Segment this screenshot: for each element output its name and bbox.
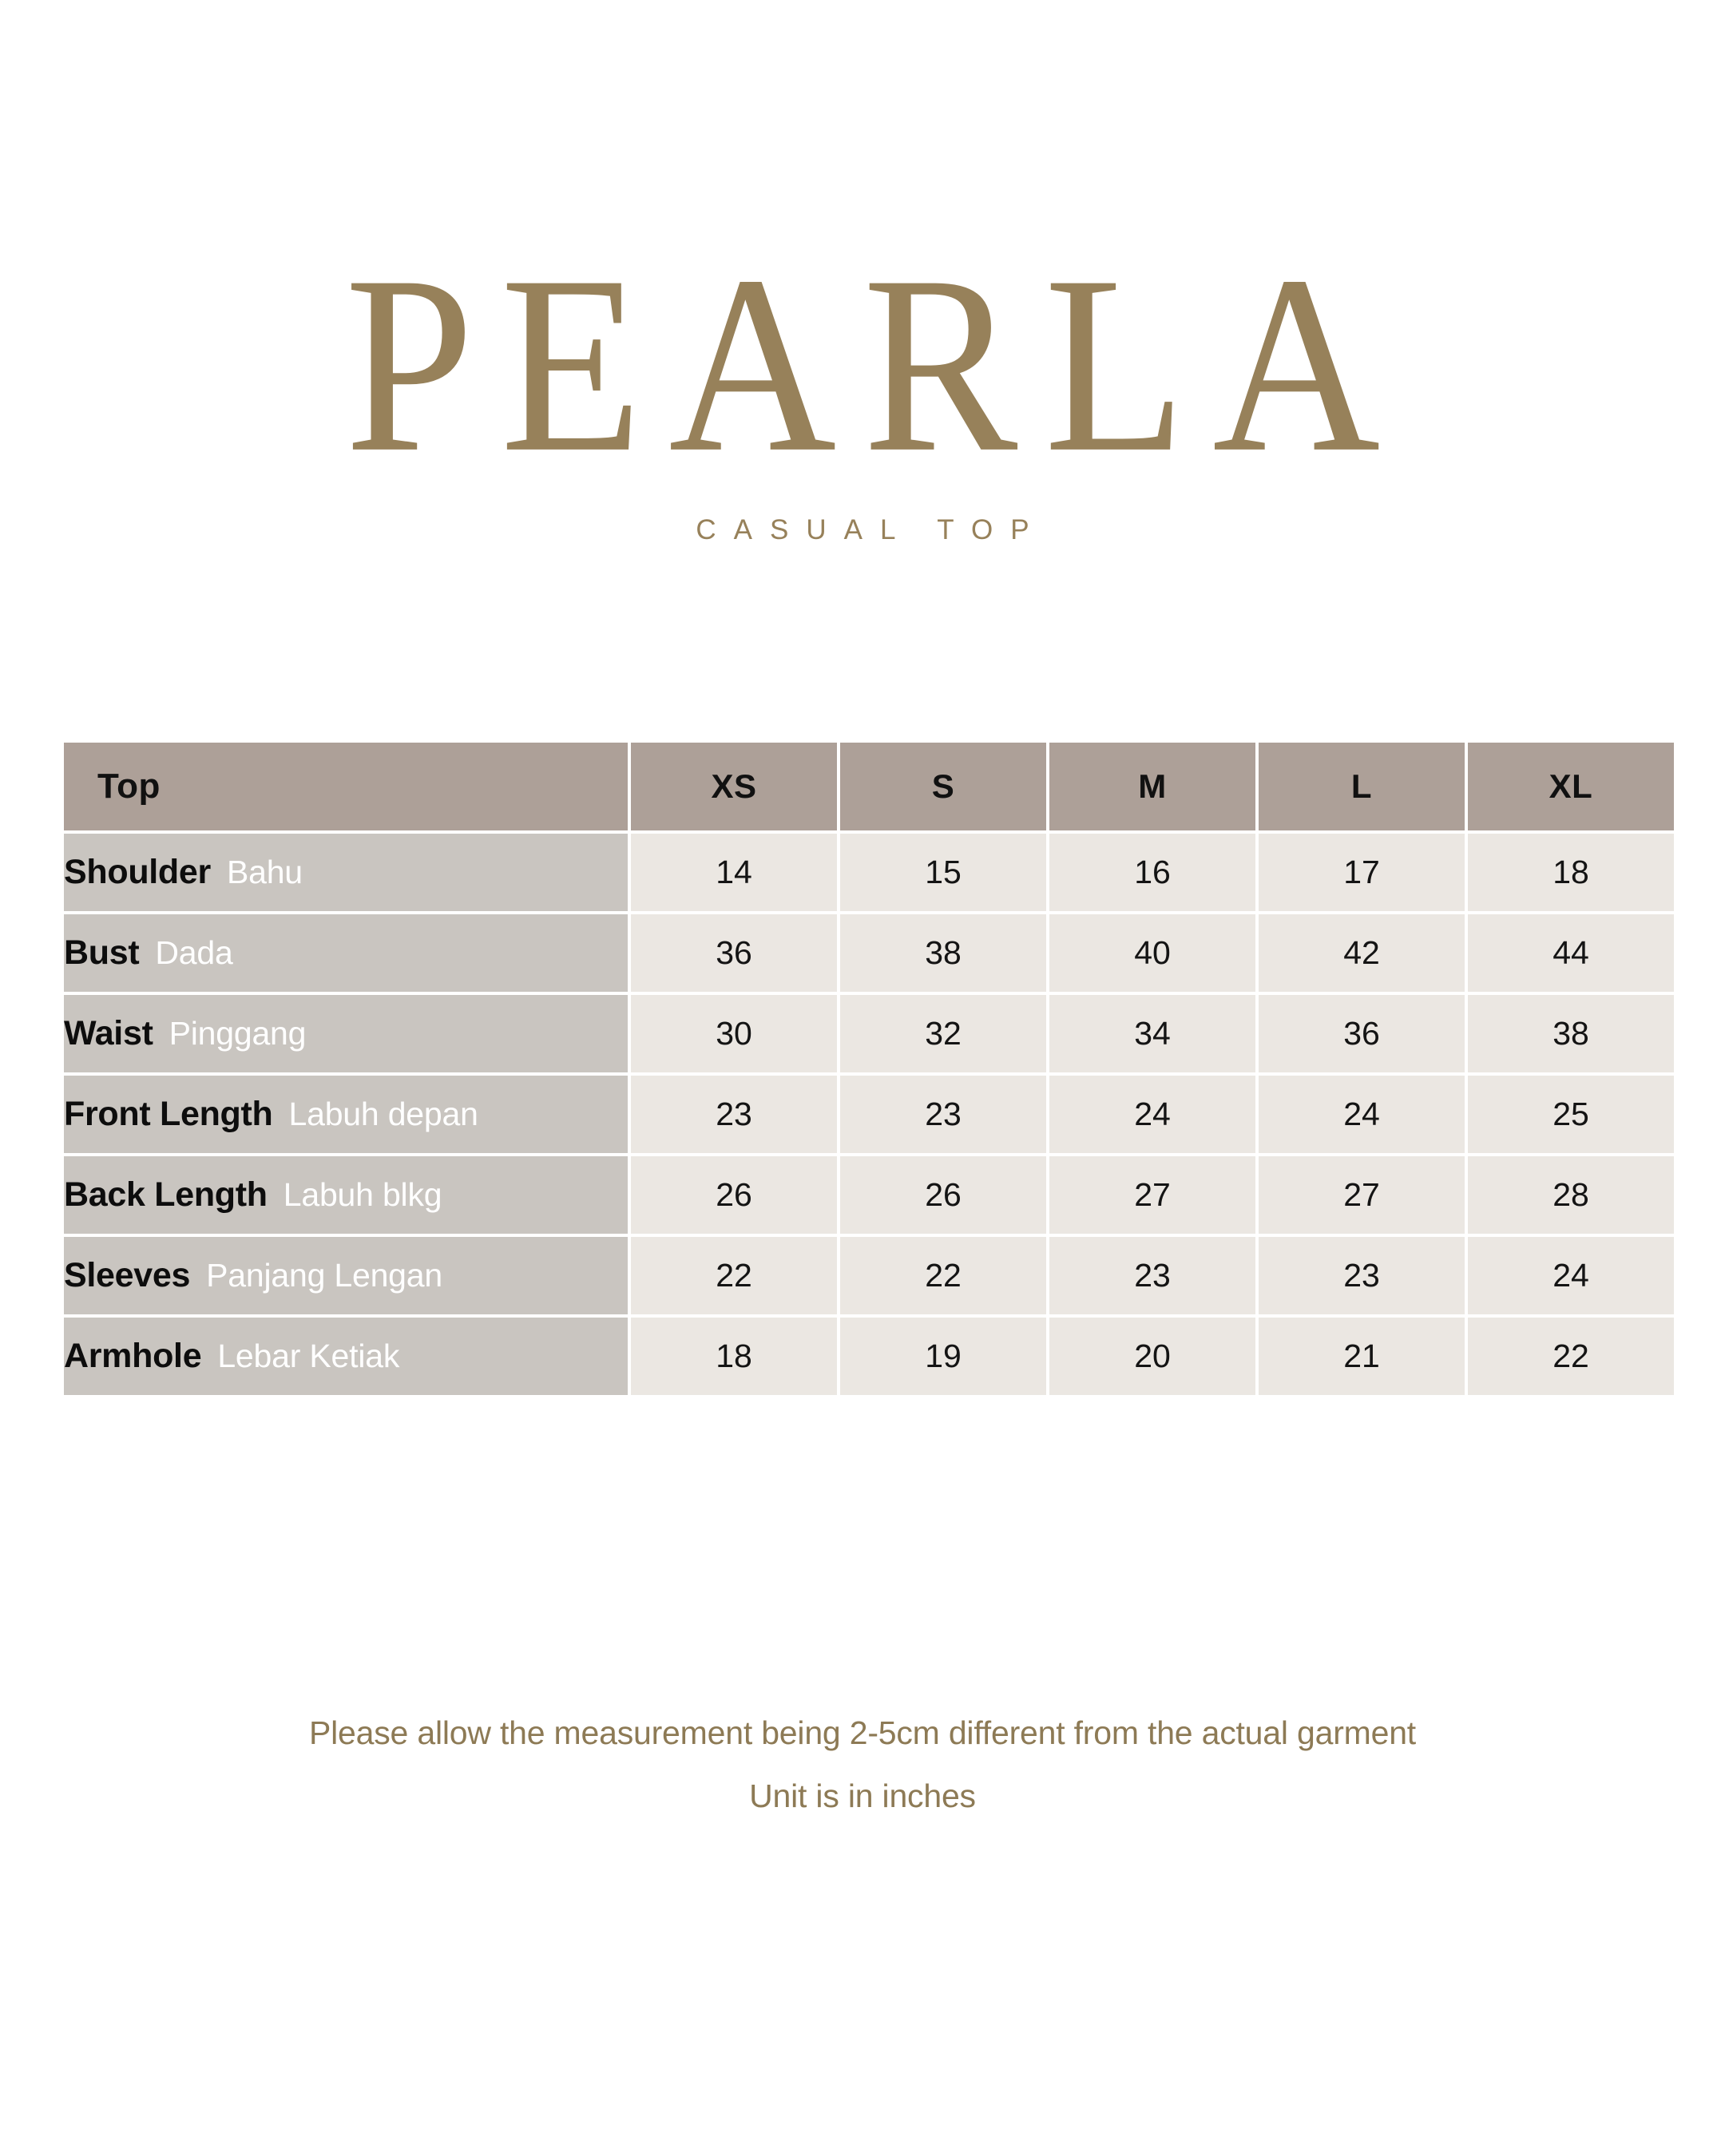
measurement-label-bust: Bust Dada: [64, 914, 628, 992]
note-unit: Unit is in inches: [749, 1778, 976, 1814]
measurement-name-my: Labuh blkg: [283, 1176, 442, 1213]
measurement-label-armhole: Armhole Lebar Ketiak: [64, 1318, 628, 1395]
brand-block: PEARLA CASUAL TOP: [0, 223, 1725, 546]
measurement-name-my: Lebar Ketiak: [217, 1338, 400, 1374]
note-measurement-tolerance: Please allow the measurement being 2-5cm…: [308, 1714, 1416, 1751]
value-shoulder-m: 16: [1049, 834, 1255, 911]
value-armhole-l: 21: [1259, 1318, 1465, 1395]
measurement-name-en: Armhole: [64, 1337, 202, 1375]
value-armhole-s: 19: [840, 1318, 1046, 1395]
value-bust-l: 42: [1259, 914, 1465, 992]
value-sleeves-s: 22: [840, 1237, 1046, 1314]
measurement-name-en: Bust: [64, 933, 140, 972]
table-row: Back Length Labuh blkg 26 26 27 27 28: [64, 1156, 1674, 1234]
measurement-label-sleeves: Sleeves Panjang Lengan: [64, 1237, 628, 1314]
column-header-s: S: [840, 743, 1046, 830]
measurement-name-en: Front Length: [64, 1095, 273, 1133]
value-front-length-s: 23: [840, 1076, 1046, 1153]
value-sleeves-xl: 24: [1468, 1237, 1674, 1314]
brand-name: PEARLA: [344, 223, 1407, 505]
value-back-length-m: 27: [1049, 1156, 1255, 1234]
measurement-name-en: Shoulder: [64, 853, 211, 891]
value-back-length-l: 27: [1259, 1156, 1465, 1234]
column-header-m: M: [1049, 743, 1255, 830]
measurement-label-shoulder: Shoulder Bahu: [64, 834, 628, 911]
value-bust-m: 40: [1049, 914, 1255, 992]
measurement-name-my: Panjang Lengan: [206, 1257, 442, 1294]
brand-subtitle: CASUAL TOP: [696, 514, 1047, 545]
value-bust-xs: 36: [631, 914, 837, 992]
value-back-length-s: 26: [840, 1156, 1046, 1234]
value-sleeves-m: 23: [1049, 1237, 1255, 1314]
table-row: Sleeves Panjang Lengan 22 22 23 23 24: [64, 1237, 1674, 1314]
value-waist-m: 34: [1049, 995, 1255, 1072]
column-header-xl: XL: [1468, 743, 1674, 830]
column-header-top: Top: [64, 743, 628, 830]
value-armhole-m: 20: [1049, 1318, 1255, 1395]
table-row: Waist Pinggang 30 32 34 36 38: [64, 995, 1674, 1072]
value-front-length-xl: 25: [1468, 1076, 1674, 1153]
table-row: Armhole Lebar Ketiak 18 19 20 21 22: [64, 1318, 1674, 1395]
measurement-label-front-length: Front Length Labuh depan: [64, 1076, 628, 1153]
column-header-xs: XS: [631, 743, 837, 830]
value-waist-xs: 30: [631, 995, 837, 1072]
value-sleeves-l: 23: [1259, 1237, 1465, 1314]
size-chart-table: Top XS S M L XL Shoulder Bahu 14 15 16 17…: [61, 739, 1677, 1398]
table-row: Bust Dada 36 38 40 42 44: [64, 914, 1674, 992]
footer-notes: Please allow the measurement being 2-5cm…: [0, 1717, 1725, 1813]
measurement-name-my: Bahu: [226, 854, 303, 890]
value-shoulder-xl: 18: [1468, 834, 1674, 911]
table-row: Front Length Labuh depan 23 23 24 24 25: [64, 1076, 1674, 1153]
measurement-name-my: Dada: [155, 934, 233, 971]
value-sleeves-xs: 22: [631, 1237, 837, 1314]
table-row: Shoulder Bahu 14 15 16 17 18: [64, 834, 1674, 911]
value-waist-l: 36: [1259, 995, 1465, 1072]
measurement-name-my: Labuh depan: [288, 1096, 478, 1132]
value-armhole-xl: 22: [1468, 1318, 1674, 1395]
table-header-row: Top XS S M L XL: [64, 743, 1674, 830]
value-front-length-l: 24: [1259, 1076, 1465, 1153]
column-header-l: L: [1259, 743, 1465, 830]
value-front-length-m: 24: [1049, 1076, 1255, 1153]
measurement-name-en: Waist: [64, 1014, 153, 1052]
value-back-length-xs: 26: [631, 1156, 837, 1234]
value-front-length-xs: 23: [631, 1076, 837, 1153]
measurement-name-en: Sleeves: [64, 1256, 191, 1294]
measurement-label-waist: Waist Pinggang: [64, 995, 628, 1072]
value-back-length-xl: 28: [1468, 1156, 1674, 1234]
measurement-name-my: Pinggang: [169, 1015, 307, 1052]
value-bust-s: 38: [840, 914, 1046, 992]
value-waist-xl: 38: [1468, 995, 1674, 1072]
measurement-label-back-length: Back Length Labuh blkg: [64, 1156, 628, 1234]
value-waist-s: 32: [840, 995, 1046, 1072]
value-armhole-xs: 18: [631, 1318, 837, 1395]
value-shoulder-s: 15: [840, 834, 1046, 911]
value-bust-xl: 44: [1468, 914, 1674, 992]
value-shoulder-xs: 14: [631, 834, 837, 911]
value-shoulder-l: 17: [1259, 834, 1465, 911]
measurement-name-en: Back Length: [64, 1175, 268, 1214]
